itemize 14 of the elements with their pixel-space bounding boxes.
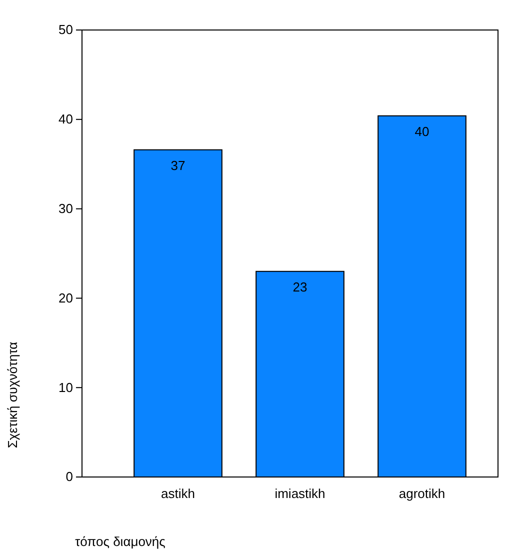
- y-tick-label: 30: [58, 200, 73, 216]
- x-tick-label: astikh: [161, 486, 195, 502]
- y-axis-title: Σχετική συχνότητα: [5, 341, 20, 448]
- x-tick-label: imiastikh: [274, 486, 326, 502]
- data-label: 40: [414, 124, 430, 139]
- y-tick-label: 40: [58, 112, 73, 127]
- y-tick-label: 50: [58, 22, 73, 38]
- data-label: 23: [292, 279, 308, 294]
- y-tick-label: 20: [58, 290, 73, 306]
- x-tick-label: agrotikh: [398, 486, 446, 502]
- y-tick-label: 0: [66, 469, 73, 484]
- x-axis-title: τόπος διαμονής: [75, 534, 166, 549]
- y-tick-label: 10: [58, 380, 73, 395]
- data-label: 37: [170, 158, 186, 173]
